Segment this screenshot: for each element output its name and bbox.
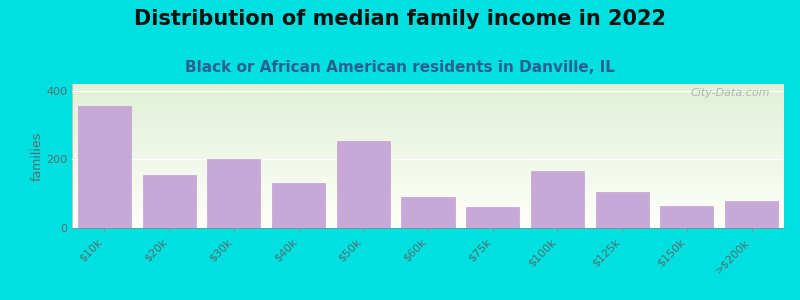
Bar [660,206,714,228]
Text: Black or African American residents in Danville, IL: Black or African American residents in D… [185,60,615,75]
Bar [78,106,131,228]
Bar [596,192,649,228]
Text: City-Data.com: City-Data.com [690,88,770,98]
Bar [725,201,778,228]
Bar [466,207,519,228]
Bar [402,197,454,228]
Bar [207,159,260,228]
Bar [531,171,584,228]
Bar [142,175,196,228]
Bar [272,183,325,228]
Text: Distribution of median family income in 2022: Distribution of median family income in … [134,9,666,29]
Y-axis label: families: families [30,131,43,181]
Bar [337,141,390,228]
